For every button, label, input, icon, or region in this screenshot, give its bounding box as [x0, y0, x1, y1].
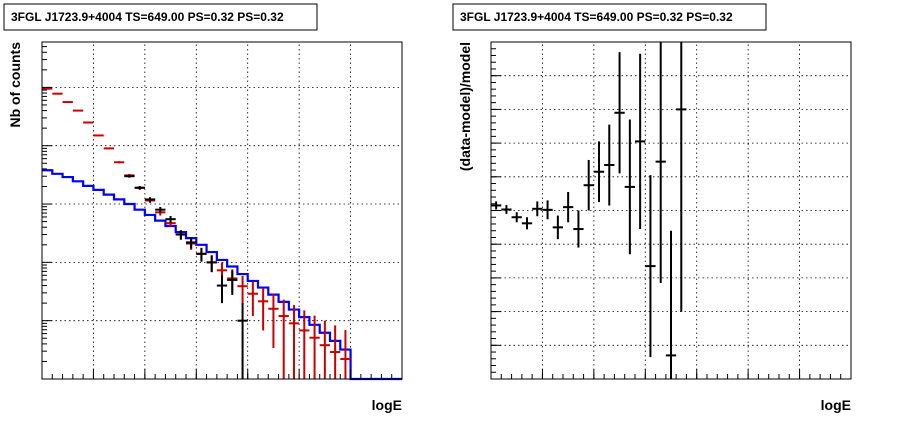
- data-point: [288, 305, 300, 379]
- data-point: [583, 159, 594, 211]
- residual-marks: [491, 42, 687, 379]
- data-point: [93, 134, 104, 137]
- data-point: [196, 247, 207, 262]
- counts-y-axis-title: Nb of counts: [7, 42, 23, 128]
- data-point: [206, 255, 217, 273]
- data-point: [175, 230, 186, 240]
- counts-ticks: [41, 46, 403, 380]
- residual-x-axis-title: logE: [821, 397, 851, 413]
- data-point: [42, 87, 53, 90]
- data-point: [227, 270, 238, 295]
- counts-title-box: 3FGL J1723.9+4004 TS=649.00 PS=0.32 PS=0…: [3, 3, 318, 31]
- residual-title-box: 3FGL J1723.9+4004 TS=649.00 PS=0.32 PS=0…: [452, 3, 767, 31]
- residual-title: 3FGL J1723.9+4004 TS=649.00 PS=0.32 PS=0…: [460, 10, 733, 24]
- data-point: [186, 237, 197, 249]
- data-point: [491, 201, 502, 210]
- data-point: [52, 92, 63, 95]
- data-point: [72, 109, 84, 112]
- data-point: [155, 207, 166, 213]
- model-step-line: [42, 169, 402, 381]
- data-point: [258, 288, 269, 331]
- data-point: [237, 275, 248, 305]
- data-point: [247, 282, 258, 317]
- data-point: [542, 200, 553, 220]
- data-point: [330, 325, 341, 379]
- data-point: [103, 147, 114, 150]
- counts-panel: 3FGL J1723.9+4004 TS=649.00 PS=0.32 PS=0…: [3, 3, 403, 413]
- counts-title: 3FGL J1723.9+4004 TS=649.00 PS=0.32 PS=0…: [11, 10, 284, 24]
- data-point: [62, 101, 73, 104]
- data-point: [340, 330, 351, 379]
- counts-plot-frame: [41, 41, 403, 380]
- data-point: [268, 294, 279, 349]
- residual-panel: 3FGL J1723.9+4004 TS=649.00 PS=0.32 PS=0…: [452, 3, 852, 413]
- data-point: [676, 42, 687, 312]
- data-point: [614, 52, 625, 174]
- data-point: [165, 215, 176, 223]
- data-point: [114, 161, 125, 164]
- residual-ticks: [490, 41, 852, 380]
- counts-x-axis-title: logE: [372, 397, 402, 413]
- data-point: [573, 210, 584, 248]
- data-point: [563, 191, 574, 223]
- data-point: [521, 217, 533, 230]
- data-point: [635, 53, 646, 230]
- data-point: [83, 121, 94, 124]
- data-point: [645, 175, 656, 358]
- data-point: [299, 310, 310, 379]
- data-point: [319, 320, 330, 379]
- data-point: [309, 315, 320, 379]
- counts-grid: [42, 42, 402, 379]
- data-point: [532, 201, 543, 217]
- data-point: [511, 212, 522, 223]
- data-point: [665, 230, 677, 379]
- data-point: [604, 124, 615, 206]
- data-point: [624, 119, 635, 255]
- data-point: [593, 141, 605, 203]
- data-point: [237, 303, 248, 379]
- data-point: [134, 185, 145, 190]
- residual-y-axis-title: (data-model)/model: [457, 42, 473, 171]
- data-point: [278, 299, 289, 379]
- data-point: [552, 215, 563, 240]
- data-point: [501, 205, 512, 214]
- counts-marks: [42, 87, 402, 381]
- data-point: [216, 275, 228, 304]
- data-point: [655, 42, 666, 283]
- data-point: [144, 197, 156, 202]
- data-point: [124, 174, 135, 178]
